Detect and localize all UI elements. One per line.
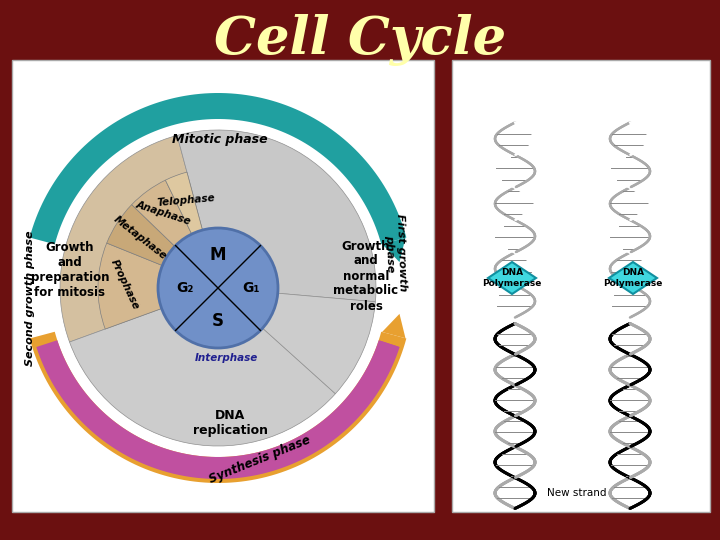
Polygon shape bbox=[382, 314, 405, 338]
Text: G₂: G₂ bbox=[176, 281, 194, 295]
Text: M: M bbox=[210, 246, 226, 264]
Text: Growth
and
preparation
for mitosis: Growth and preparation for mitosis bbox=[31, 241, 109, 299]
Polygon shape bbox=[382, 238, 405, 262]
Text: Prophase: Prophase bbox=[109, 258, 141, 312]
Wedge shape bbox=[177, 130, 376, 302]
Text: Growth
and
normal
metabolic
roles: Growth and normal metabolic roles bbox=[333, 240, 399, 313]
Text: First growth
phase: First growth phase bbox=[384, 214, 408, 292]
Wedge shape bbox=[98, 243, 218, 329]
Text: Interphase: Interphase bbox=[194, 353, 258, 363]
Text: Telophase: Telophase bbox=[157, 193, 216, 208]
Circle shape bbox=[158, 228, 278, 348]
Polygon shape bbox=[609, 262, 657, 294]
Text: DNA
replication: DNA replication bbox=[192, 409, 268, 437]
FancyBboxPatch shape bbox=[12, 60, 434, 512]
FancyBboxPatch shape bbox=[452, 60, 710, 512]
Text: Mitotic phase: Mitotic phase bbox=[172, 133, 268, 146]
Text: Second growth phase: Second growth phase bbox=[25, 230, 35, 366]
Text: DNA
Polymerase: DNA Polymerase bbox=[482, 268, 541, 288]
Text: Synthesis phase: Synthesis phase bbox=[207, 434, 312, 487]
Wedge shape bbox=[132, 180, 218, 288]
Polygon shape bbox=[36, 340, 400, 479]
Wedge shape bbox=[60, 136, 218, 342]
Text: DNA
Polymerase: DNA Polymerase bbox=[603, 268, 662, 288]
Polygon shape bbox=[30, 332, 406, 483]
Text: Anaphase: Anaphase bbox=[135, 199, 192, 226]
Wedge shape bbox=[107, 205, 218, 288]
Text: Cell Cycle: Cell Cycle bbox=[214, 14, 506, 66]
Wedge shape bbox=[218, 288, 375, 394]
Polygon shape bbox=[379, 341, 399, 361]
Text: Metaphase: Metaphase bbox=[112, 214, 168, 261]
Wedge shape bbox=[166, 172, 218, 288]
Text: New strand: New strand bbox=[547, 488, 607, 498]
Text: G₁: G₁ bbox=[242, 281, 260, 295]
Wedge shape bbox=[70, 288, 336, 446]
Text: S: S bbox=[212, 312, 224, 330]
Polygon shape bbox=[488, 262, 536, 294]
Polygon shape bbox=[30, 93, 406, 244]
